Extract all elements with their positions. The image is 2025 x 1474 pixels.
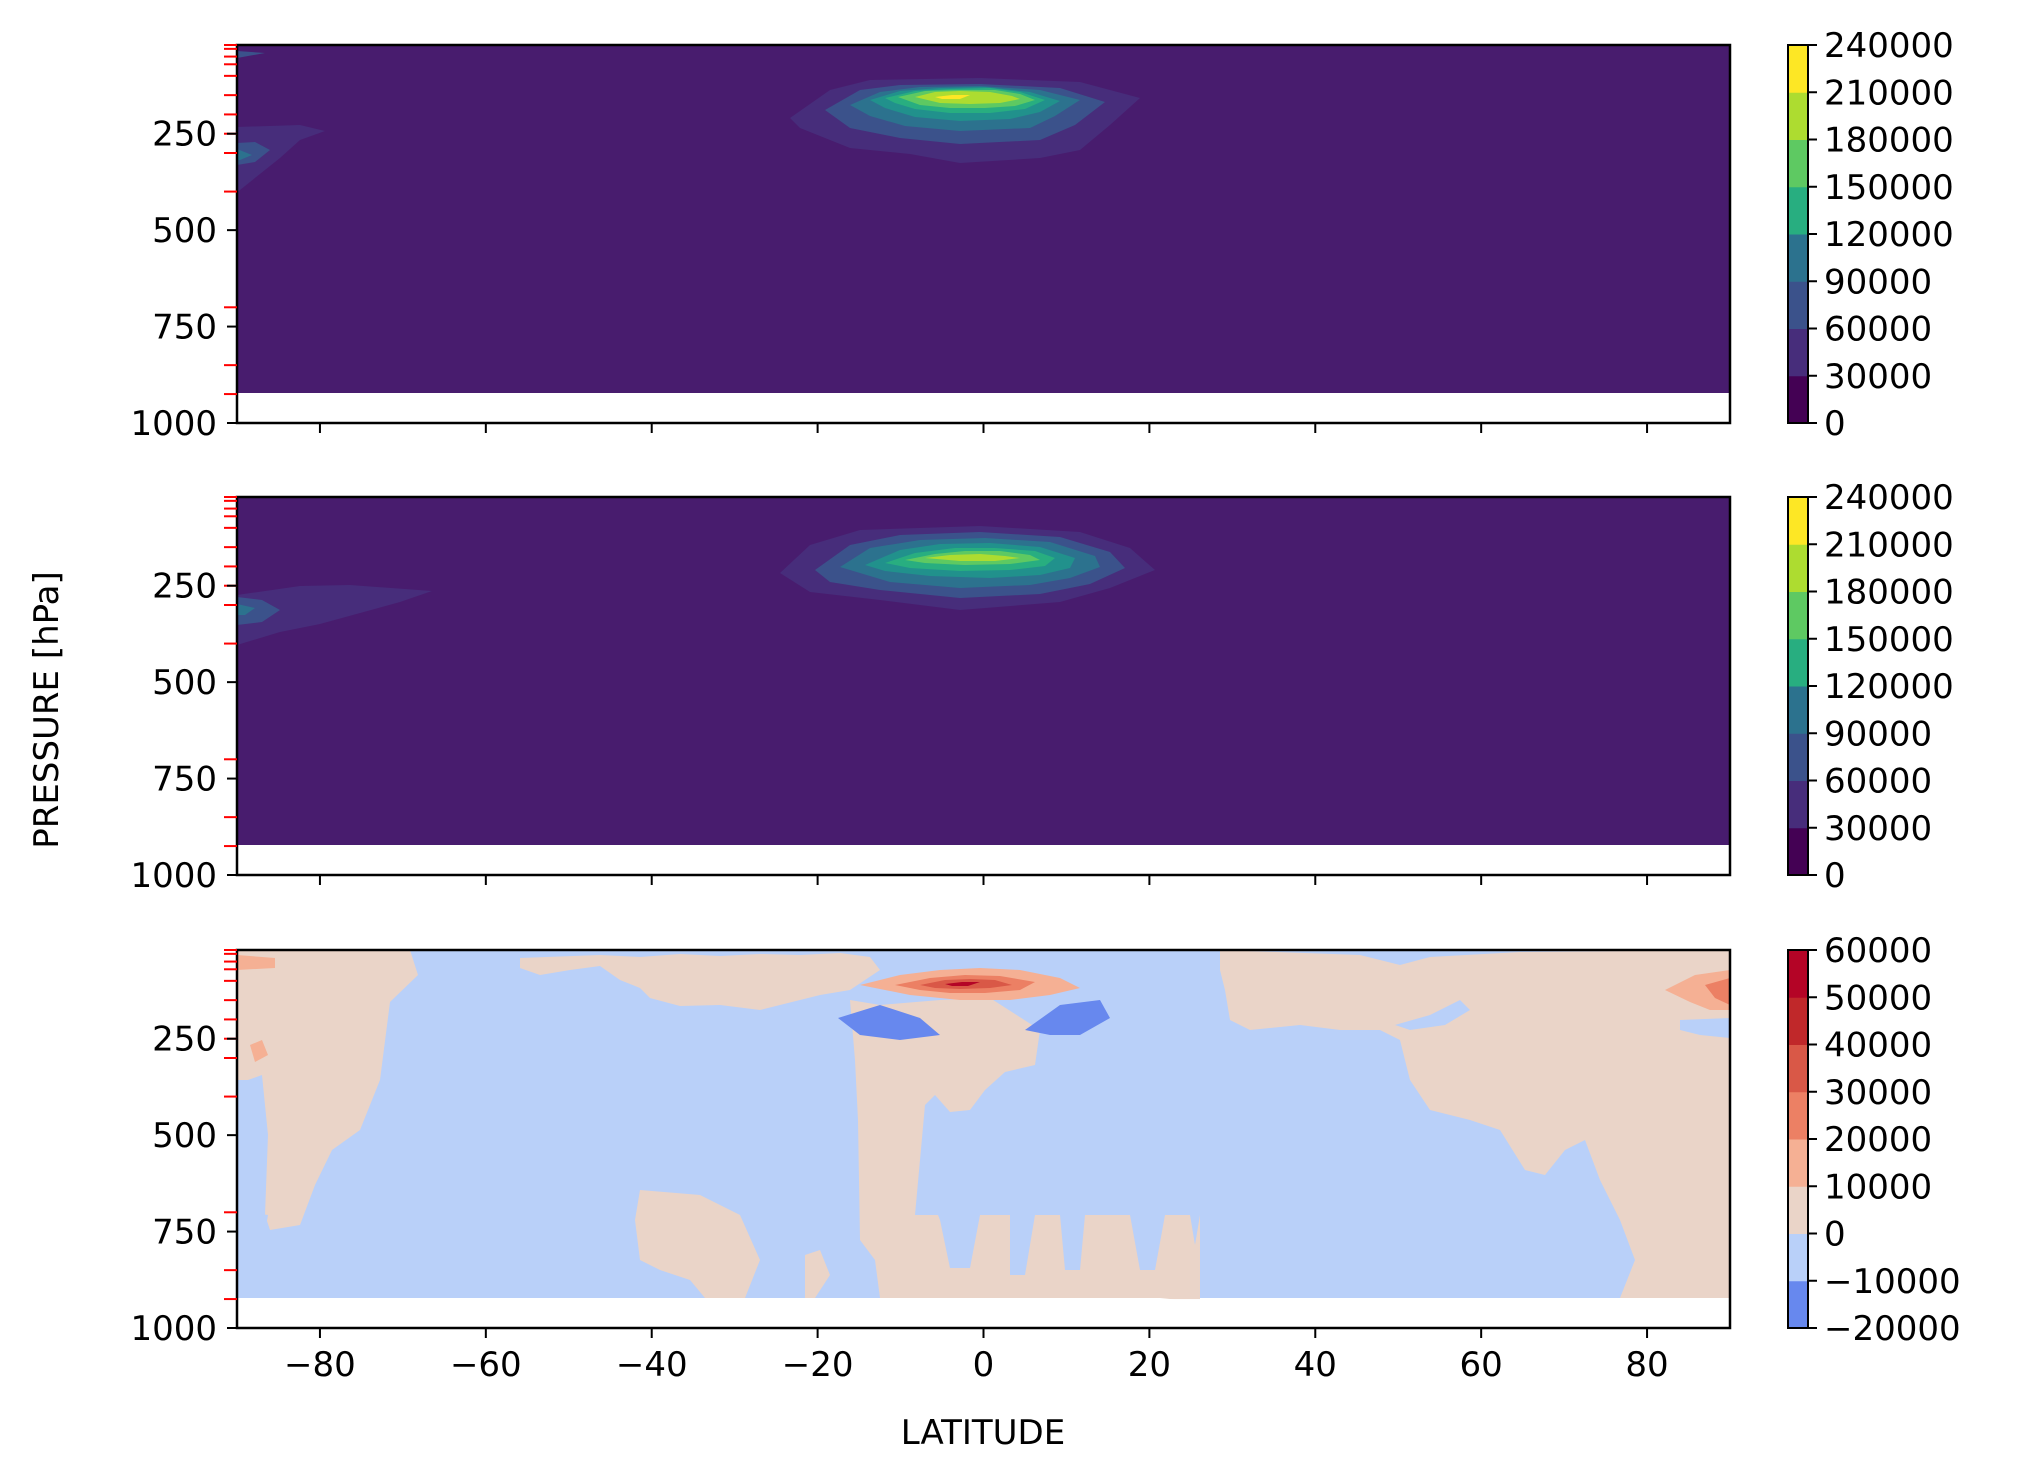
contour-field-top	[237, 45, 1730, 393]
colorbar-tick-label: 150000	[1824, 620, 1954, 660]
colorbar-bin	[1788, 92, 1808, 140]
colorbar-tick-label: 60000	[1824, 931, 1932, 971]
colorbar-tick-label: 90000	[1824, 262, 1932, 302]
y-axis-label: PRESSURE [hPa]	[27, 571, 67, 848]
colorbar-bin	[1788, 45, 1808, 93]
colorbar-bin	[1788, 281, 1808, 329]
y-tick-label: 750	[152, 760, 217, 800]
panel-bottom	[235, 948, 1732, 1330]
colorbar-bin	[1788, 686, 1808, 734]
axes-bottom: 250 500 750 1000 −80 −60 −40 −20 0 20 40 60 80	[130, 949, 1729, 1385]
colorbar-tick-label: 40000	[1824, 1026, 1932, 1066]
x-tick-label: 40	[1294, 1345, 1337, 1385]
colorbar-tick-label: 240000	[1824, 478, 1954, 518]
colorbar-tick-label: 20000	[1824, 1120, 1932, 1160]
colorbar-tick-label: 10000	[1824, 1167, 1932, 1207]
y-tick-label: 250	[152, 1020, 217, 1060]
panel-middle	[235, 495, 1732, 877]
colorbar-tick-label: 0	[1824, 404, 1846, 444]
colorbar-tick-label: 60000	[1824, 310, 1932, 350]
colorbar-bin	[1788, 638, 1808, 687]
colorbar-tick-label: 30000	[1824, 357, 1932, 397]
colorbar-tick-label: 90000	[1824, 714, 1932, 754]
colorbar-middle: 0 30000 60000 90000 120000 150000 180000 210000…	[1787, 478, 1954, 896]
colorbar-tick-label: 50000	[1824, 978, 1932, 1018]
contour-field-middle	[237, 497, 1730, 845]
panel-top	[235, 43, 1732, 425]
y-tick-label: 500	[152, 663, 217, 703]
colorbar-bin	[1788, 1139, 1808, 1187]
axes-top: 250 500 750 1000	[130, 44, 1729, 444]
colorbar-tick-label: 120000	[1824, 667, 1954, 707]
x-tick-label: −40	[616, 1345, 688, 1385]
colorbar-bin	[1788, 139, 1808, 188]
colorbar-tick-label: 30000	[1824, 1073, 1932, 1113]
y-tick-label: 750	[152, 1213, 217, 1253]
x-tick-label: 80	[1625, 1345, 1668, 1385]
x-tick-label: 60	[1460, 1345, 1503, 1385]
y-tick-label: 1000	[130, 856, 217, 896]
colorbar-tick-label: 180000	[1824, 573, 1954, 613]
colorbar-tick-label: −10000	[1824, 1262, 1961, 1302]
x-tick-label: −60	[450, 1345, 522, 1385]
colorbar-tick-label: 210000	[1824, 525, 1954, 565]
colorbar-top: 0 30000 60000 90000 120000 150000 180000 210000…	[1787, 26, 1954, 444]
colorbar-bin	[1788, 733, 1808, 781]
x-tick-label: −80	[284, 1345, 356, 1385]
y-tick-label: 1000	[130, 404, 217, 444]
colorbar-bin	[1788, 234, 1808, 282]
x-axis-label: LATITUDE	[901, 1413, 1065, 1453]
colorbar-bin	[1788, 186, 1808, 235]
y-tick-label: 750	[152, 308, 217, 348]
colorbar-bin	[1788, 1280, 1808, 1329]
colorbar-bottom: −20000 −10000 0 10000 20000 30000 40000 50000 60…	[1787, 931, 1961, 1349]
y-tick-label: 500	[152, 211, 217, 251]
colorbar-bin	[1788, 591, 1808, 640]
colorbar-tick-label: 0	[1824, 1215, 1846, 1255]
y-tick-label: 500	[152, 1116, 217, 1156]
colorbar-bin	[1788, 1186, 1808, 1234]
y-tick-label: 1000	[130, 1309, 217, 1349]
colorbar-tick-label: 240000	[1824, 26, 1954, 66]
colorbar-bin	[1788, 827, 1808, 876]
colorbar-tick-label: 30000	[1824, 809, 1932, 849]
colorbar-bin	[1788, 780, 1808, 829]
y-tick-label: 250	[152, 115, 217, 155]
contour-field-bottom	[237, 950, 1730, 1300]
colorbar-bin	[1788, 1044, 1808, 1093]
colorbar-bin	[1788, 497, 1808, 545]
no-data-band	[238, 846, 1729, 874]
colorbar-tick-label: 210000	[1824, 73, 1954, 113]
colorbar-bin	[1788, 950, 1808, 998]
axes-middle: 250 500 750 1000	[130, 496, 1729, 896]
no-data-band	[238, 394, 1729, 422]
y-tick-label: 250	[152, 567, 217, 607]
colorbar-tick-label: 180000	[1824, 121, 1954, 161]
colorbar-tick-label: 120000	[1824, 215, 1954, 255]
colorbar-bin	[1788, 1233, 1808, 1282]
colorbar-bin	[1788, 1091, 1808, 1140]
no-data-band	[238, 1299, 1729, 1327]
x-tick-label: 0	[973, 1345, 995, 1385]
colorbar-tick-label: 150000	[1824, 168, 1954, 208]
colorbar-bin	[1788, 997, 1808, 1045]
colorbar-bin	[1788, 544, 1808, 592]
colorbar-tick-label: −20000	[1824, 1309, 1961, 1349]
colorbar-tick-label: 60000	[1824, 762, 1932, 802]
colorbar-bin	[1788, 375, 1808, 424]
x-tick-label: 20	[1128, 1345, 1171, 1385]
x-tick-label: −20	[782, 1345, 854, 1385]
colorbar-tick-label: 0	[1824, 856, 1846, 896]
colorbar-bin	[1788, 328, 1808, 377]
